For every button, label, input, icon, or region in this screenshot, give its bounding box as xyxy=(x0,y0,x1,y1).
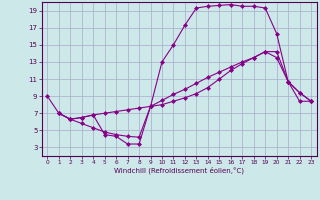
X-axis label: Windchill (Refroidissement éolien,°C): Windchill (Refroidissement éolien,°C) xyxy=(114,167,244,174)
